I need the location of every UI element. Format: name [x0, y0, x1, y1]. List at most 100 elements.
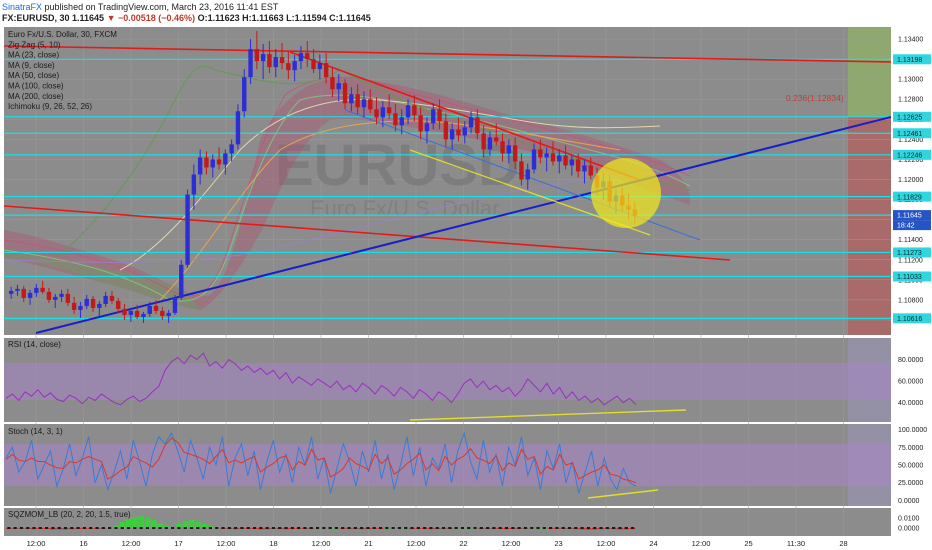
price-tag[interactable]: 1.10616 — [893, 313, 931, 324]
price-tag[interactable]: 1.12461 — [893, 128, 931, 139]
legend-item[interactable]: MA (100, close) — [8, 82, 64, 91]
rsi-tick: 80.0000 — [898, 357, 923, 364]
candle-body — [134, 310, 140, 317]
price-tick: 1.13000 — [898, 77, 923, 84]
legend-item[interactable]: Zig Zag (5, 10) — [8, 40, 61, 49]
sqzmom-dot — [246, 527, 250, 529]
sqzmom-bar — [144, 517, 151, 528]
price-tick: 1.12800 — [898, 97, 923, 104]
sqzmom-dot — [252, 527, 257, 529]
candle-body — [267, 54, 272, 68]
legend-item[interactable]: Euro Fx/U.S. Dollar, 30, FXCM — [8, 30, 117, 39]
stoch-lines[interactable] — [5, 431, 637, 494]
time-tick: 16 — [79, 539, 87, 548]
candle-body — [311, 59, 316, 70]
time-tick: 12:00 — [217, 539, 236, 548]
rsi-trendline[interactable] — [409, 409, 687, 421]
price-tag[interactable]: 1.11273 — [893, 247, 931, 258]
sqzmom-dot — [315, 527, 320, 529]
candle-body — [153, 305, 159, 311]
sqzmom-dot — [7, 527, 11, 529]
falling-resistance-line[interactable] — [289, 51, 641, 181]
legend-item[interactable]: MA (9, close) — [8, 61, 55, 70]
sqzmom-bars[interactable] — [6, 516, 636, 530]
candle-body — [65, 293, 71, 303]
price-tag[interactable]: 18:42 — [893, 220, 931, 231]
price-tag[interactable]: 1.11829 — [893, 191, 931, 202]
candle-body — [97, 303, 102, 308]
sqzmom-dot — [492, 527, 496, 529]
sqzmom-dot — [479, 527, 483, 529]
sqzmom-dot — [70, 527, 74, 529]
horizontal-levels[interactable] — [4, 58, 891, 319]
price-tag-bg — [893, 271, 931, 282]
sqzmom-bar — [125, 519, 132, 528]
price-tag[interactable]: 1.12246 — [893, 149, 931, 160]
rsi-line[interactable] — [5, 352, 637, 406]
candle-body — [109, 295, 115, 301]
sqzmom-dot — [486, 527, 490, 529]
price-tag-bg — [893, 247, 931, 258]
time-tick: 22 — [459, 539, 467, 548]
price-tag[interactable]: 1.11645 — [893, 210, 931, 221]
time-tick: 23 — [554, 539, 562, 548]
resistance-channel-bottom[interactable] — [4, 205, 731, 261]
candle-body — [160, 310, 165, 316]
candle-body — [449, 129, 455, 140]
candle-body — [418, 115, 423, 132]
stoch-trendline[interactable] — [587, 489, 659, 499]
price-tag-label: 1.12625 — [897, 114, 922, 121]
legend-item[interactable]: MA (23, close) — [8, 51, 59, 60]
price-tag[interactable]: 1.12625 — [893, 111, 931, 122]
sqzmom-dot — [57, 527, 61, 529]
candle-body — [179, 264, 184, 298]
sqzmom-dot — [189, 527, 194, 529]
sqzmom-dot — [196, 527, 200, 529]
sqzmom-dot — [278, 527, 282, 529]
candle-body — [185, 194, 190, 265]
time-tick: 28 — [839, 539, 847, 548]
candle-body — [216, 159, 222, 165]
candle-body — [468, 117, 474, 128]
price-tags[interactable]: 1.13198 1.12625 1.12461 1.12246 1.11829 1.116… — [893, 54, 931, 324]
candle-body — [242, 77, 247, 112]
price-tick: 1.12400 — [898, 137, 923, 144]
resistance-channel-top[interactable] — [4, 45, 891, 63]
price-tag[interactable]: 1.13198 — [893, 54, 931, 65]
candles[interactable] — [8, 31, 638, 323]
sqzmom-dot — [378, 527, 383, 529]
legend-item[interactable]: MA (50, close) — [8, 71, 59, 80]
candle-body — [512, 145, 518, 162]
sqzmom-dot — [183, 527, 187, 529]
sqzmom-dot — [26, 527, 30, 529]
time-tick: 12:00 — [502, 539, 521, 548]
future-zone-green — [848, 27, 891, 117]
price-tag-label: 1.11273 — [897, 250, 922, 257]
rsi-tick: 40.0000 — [898, 400, 923, 407]
candle-body — [90, 298, 96, 308]
candle-body — [550, 153, 556, 162]
sqzmom-dot — [341, 527, 345, 529]
sqzmom-dot — [152, 527, 156, 529]
sqzmom-dot — [82, 527, 87, 529]
time-axis[interactable] — [0, 536, 932, 550]
price-tag[interactable]: 1.11033 — [893, 271, 931, 282]
stoch-tick: 0.0000 — [898, 498, 920, 505]
time-tick: 21 — [364, 539, 372, 548]
sqzmom-dot — [38, 527, 42, 529]
highlight-circle[interactable] — [591, 158, 661, 228]
candle-body — [405, 105, 411, 118]
time-tick: 12:00 — [27, 539, 46, 548]
author-link[interactable]: SinatraFX — [2, 2, 43, 12]
legend-item[interactable]: Ichimoku (9, 26, 52, 26) — [8, 102, 92, 111]
legend-item[interactable]: MA (200, close) — [8, 92, 64, 101]
trendlines[interactable] — [4, 45, 891, 334]
sqzmom-bar — [157, 523, 163, 528]
sqzmom-dot — [322, 527, 326, 529]
price-pane[interactable] — [4, 27, 891, 335]
rising-support-line[interactable] — [35, 116, 891, 334]
sqzmom-dot — [612, 527, 616, 529]
candle-body — [279, 57, 285, 64]
